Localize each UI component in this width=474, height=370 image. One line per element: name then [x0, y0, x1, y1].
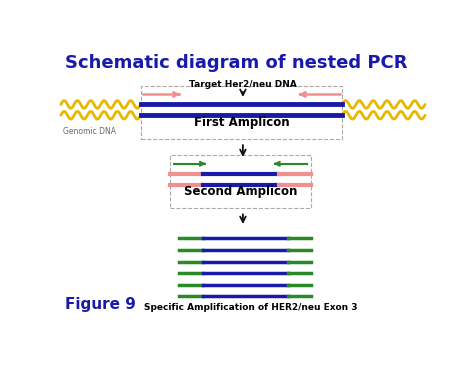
Text: Genomic DNA: Genomic DNA — [63, 127, 116, 136]
Text: First Amplicon: First Amplicon — [193, 116, 289, 129]
Bar — [170, 155, 311, 208]
Text: Schematic diagram of nested PCR: Schematic diagram of nested PCR — [65, 54, 408, 72]
Text: Figure 9: Figure 9 — [65, 297, 137, 312]
Text: Target Her2/neu DNA: Target Her2/neu DNA — [189, 80, 297, 89]
Text: Second Amplicon: Second Amplicon — [184, 185, 297, 198]
Bar — [141, 86, 342, 139]
Text: Specific Amplification of HER2/neu Exon 3: Specific Amplification of HER2/neu Exon … — [145, 303, 358, 312]
